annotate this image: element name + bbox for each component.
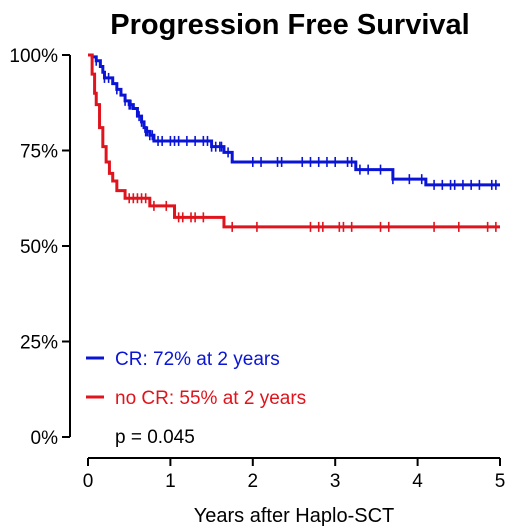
y-tick-label: 25% bbox=[20, 333, 58, 354]
legend-label-cr: CR: 72% at 2 years bbox=[115, 349, 280, 370]
y-tick-label: 50% bbox=[20, 237, 58, 258]
y-tick-label: 0% bbox=[31, 428, 59, 449]
legend-item-cr: CR: 72% at 2 years bbox=[86, 349, 280, 370]
legend: CR: 72% at 2 years no CR: 55% at 2 years… bbox=[86, 349, 306, 448]
legend-item-no-cr: no CR: 55% at 2 years bbox=[86, 388, 306, 409]
chart-title: Progression Free Survival bbox=[110, 9, 469, 41]
series-line-1 bbox=[88, 53, 500, 229]
x-axis-title: Years after Haplo-SCT bbox=[194, 505, 394, 527]
x-tick-label: 4 bbox=[412, 471, 423, 492]
series-line-0 bbox=[88, 53, 500, 187]
p-value-annotation: p = 0.045 bbox=[115, 427, 195, 448]
y-ticks: 0% 25% 50% 75% 100% bbox=[9, 46, 70, 449]
x-ticks: 0 1 2 3 4 5 bbox=[83, 458, 506, 492]
x-tick-label: 1 bbox=[165, 471, 176, 492]
y-tick-label: 100% bbox=[9, 46, 58, 67]
y-tick-label: 75% bbox=[20, 142, 58, 163]
legend-label-no-cr: no CR: 55% at 2 years bbox=[115, 388, 306, 409]
x-tick-label: 5 bbox=[495, 471, 506, 492]
x-tick-label: 2 bbox=[248, 471, 259, 492]
series-lines bbox=[88, 53, 500, 232]
x-tick-label: 0 bbox=[83, 471, 94, 492]
x-tick-label: 3 bbox=[330, 471, 341, 492]
